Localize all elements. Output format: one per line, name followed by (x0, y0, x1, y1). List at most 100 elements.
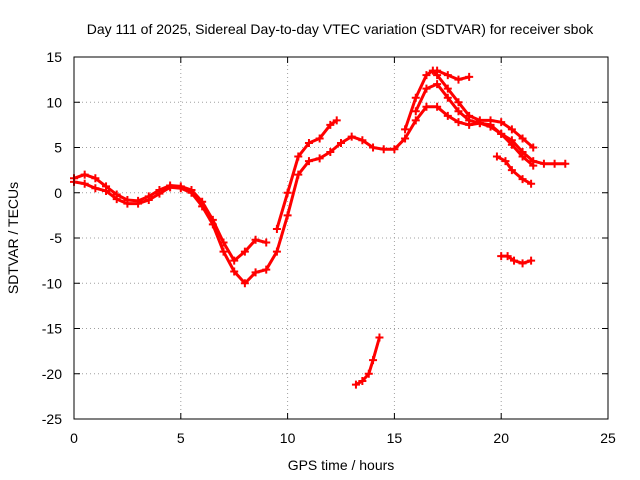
data-point (80, 170, 89, 179)
data-point (443, 71, 452, 80)
data-point (134, 196, 143, 205)
data-point (358, 136, 367, 145)
data-point (155, 186, 164, 195)
y-tick-label: -25 (42, 411, 62, 427)
data-point (304, 138, 313, 147)
series-trace-isolated-b (497, 252, 536, 268)
data-point (294, 170, 303, 179)
data-point (433, 66, 442, 75)
data-point (337, 138, 345, 147)
data-point (497, 118, 506, 127)
y-tick-label: -10 (42, 275, 62, 291)
data-point (507, 140, 516, 149)
x-tick-label: 10 (280, 430, 296, 446)
data-point (529, 161, 538, 170)
data-point (240, 279, 249, 288)
data-point (176, 182, 185, 191)
series-line (435, 69, 471, 82)
data-point (443, 84, 452, 93)
data-point (486, 122, 495, 131)
data-point (230, 267, 239, 276)
data-point (475, 119, 484, 128)
y-tick-label: -15 (42, 321, 62, 337)
x-tick-label: 15 (387, 430, 403, 446)
data-point (219, 247, 228, 256)
data-point (326, 120, 335, 129)
series-trace-upper (70, 170, 271, 265)
series-trace-mid (411, 80, 538, 170)
data-point (561, 159, 570, 168)
data-point (315, 154, 324, 163)
data-layer (70, 66, 570, 389)
data-point (503, 252, 512, 261)
data-point (443, 93, 452, 102)
data-point (251, 268, 260, 277)
series-trace-upper-3 (401, 66, 538, 152)
data-point (422, 71, 431, 80)
data-point (326, 148, 335, 157)
data-point (369, 356, 378, 365)
data-point (240, 247, 249, 256)
data-point (454, 98, 463, 107)
data-point (454, 107, 463, 116)
x-tick-label: 5 (177, 430, 185, 446)
y-tick-label: 10 (46, 94, 62, 110)
data-point (492, 152, 501, 161)
data-point (294, 152, 303, 161)
series-trace-isolated-a (351, 333, 384, 389)
data-point (518, 152, 527, 161)
data-point (208, 215, 217, 224)
data-point (251, 235, 260, 244)
data-point (497, 129, 506, 138)
data-point (166, 181, 175, 190)
data-point (510, 256, 519, 265)
data-point (283, 188, 292, 197)
y-axis-label: SDTVAR / TECUs (5, 182, 21, 294)
data-point (230, 256, 239, 265)
y-tick-label: -5 (50, 230, 63, 246)
x-tick-label: 20 (493, 430, 509, 446)
data-point (347, 132, 356, 141)
data-point (112, 190, 121, 199)
x-axis-label: GPS time / hours (288, 457, 395, 473)
data-point (518, 134, 527, 143)
data-point (351, 380, 360, 389)
y-tick-label: 5 (54, 140, 62, 156)
data-point (411, 107, 420, 116)
data-point (443, 111, 452, 120)
series-trace-upper-2 (272, 116, 341, 233)
data-point (272, 224, 281, 233)
grid (74, 57, 608, 419)
series-line (275, 118, 339, 231)
axis-ticks: 0 5 10 15 20 25 -25 -20 -15 -10 -5 0 5 10 15 (42, 49, 616, 446)
data-point (375, 333, 384, 342)
data-point (433, 80, 442, 89)
data-point (219, 238, 228, 247)
data-point (91, 184, 100, 193)
data-point (283, 211, 292, 220)
data-point (422, 84, 431, 93)
data-point (422, 102, 431, 111)
data-point (123, 195, 132, 204)
data-point (364, 369, 373, 378)
data-point (144, 192, 153, 201)
data-point (465, 72, 474, 81)
data-point (187, 186, 196, 195)
data-point (332, 116, 341, 125)
data-point (539, 159, 548, 168)
data-point (390, 145, 399, 154)
series-trace-lower (492, 152, 536, 188)
data-point (454, 75, 463, 84)
data-point (518, 175, 527, 184)
data-point (411, 116, 420, 125)
data-point (198, 197, 207, 206)
data-point (262, 265, 271, 274)
data-point (358, 376, 367, 385)
y-tick-label: -20 (42, 366, 62, 382)
data-point (304, 157, 313, 166)
data-point (315, 134, 324, 143)
chart-title: Day 111 of 2025, Sidereal Day-to-day VTE… (87, 21, 595, 37)
data-point (401, 134, 410, 143)
data-point (102, 182, 111, 191)
